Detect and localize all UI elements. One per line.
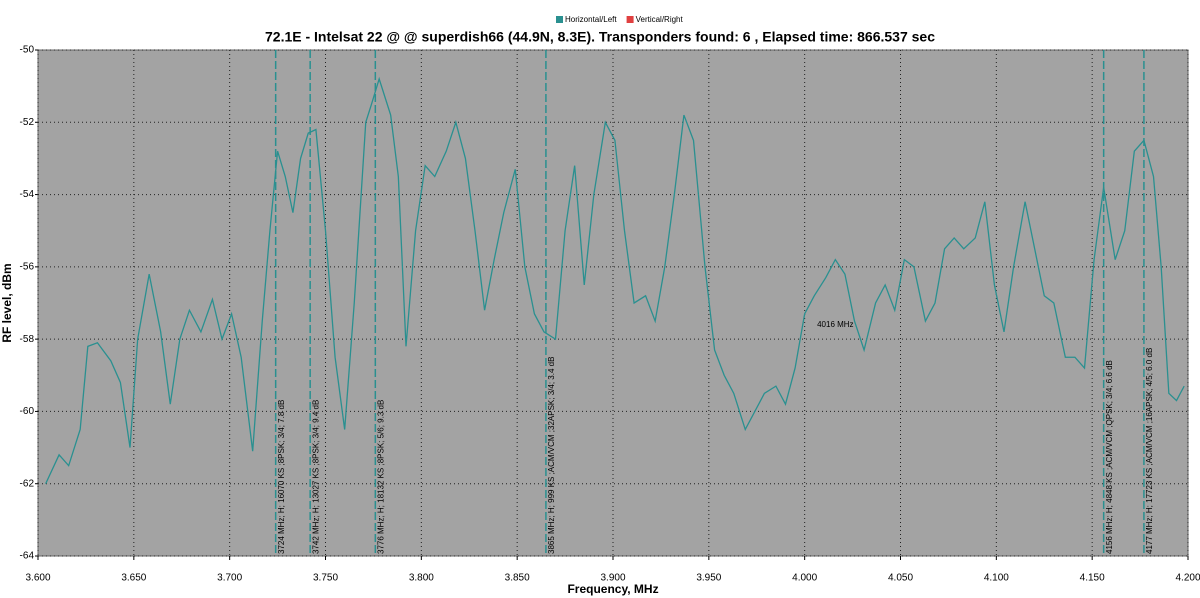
- x-tick-label: 4.150: [1080, 573, 1105, 584]
- y-tick-label: -50: [20, 45, 35, 56]
- legend-label: Vertical/Right: [636, 15, 684, 24]
- y-tick-label: -64: [20, 551, 35, 562]
- x-tick-label: 3.800: [409, 573, 434, 584]
- x-tick-label: 4.050: [888, 573, 913, 584]
- series-line: [45, 76, 1185, 484]
- x-tick-label: 3.650: [121, 573, 146, 584]
- transponder-label: 4177 MHz; H; 17723 KS ;ACM/VCM ;16APSK; …: [1145, 348, 1154, 554]
- transponder-label: 3865 MHz; H; 999 KS ;ACM/VCM ;32APSK; 3/…: [547, 357, 556, 554]
- x-tick-label: 3.950: [696, 573, 721, 584]
- y-tick-label: -58: [20, 334, 35, 345]
- annotation: 4016 MHz: [817, 320, 853, 329]
- x-tick-label: 3.600: [25, 573, 50, 584]
- y-axis-label: RF level, dBm: [0, 263, 14, 342]
- y-tick-label: -56: [20, 261, 35, 272]
- legend-label: Horizontal/Left: [565, 15, 617, 24]
- x-tick-label: 4.200: [1175, 573, 1200, 584]
- y-tick-label: -54: [20, 189, 35, 200]
- transponder-label: 3724 MHz; H; 16070 KS ;8PSK; 3/4; 7.8 dB: [277, 400, 286, 554]
- y-tick-label: -62: [20, 478, 35, 489]
- x-tick-label: 3.700: [217, 573, 242, 584]
- x-tick-label: 3.850: [505, 573, 530, 584]
- x-tick-label: 3.750: [313, 573, 338, 584]
- transponder-label: 4156 MHz; H; 4848 KS ;ACM/VCM ;QPSK; 3/4…: [1105, 360, 1114, 554]
- legend-swatch: [556, 16, 563, 23]
- x-axis-label: Frequency, MHz: [567, 582, 658, 596]
- x-tick-label: 4.000: [792, 573, 817, 584]
- y-tick-label: -52: [20, 117, 35, 128]
- y-tick-label: -60: [20, 406, 35, 417]
- x-tick-label: 4.100: [984, 573, 1009, 584]
- transponder-label: 3742 MHz; H; 13027 KS ;8PSK; 3/4; 9.4 dB: [311, 400, 320, 554]
- chart-title: 72.1E - Intelsat 22 @ @ superdish66 (44.…: [265, 29, 935, 45]
- legend-swatch: [626, 16, 634, 23]
- x-tick-label: 3.900: [600, 573, 625, 584]
- transponder-label: 3776 MHz; H; 18132 KS ;8PSK; 5/6; 9.3 dB: [376, 400, 385, 554]
